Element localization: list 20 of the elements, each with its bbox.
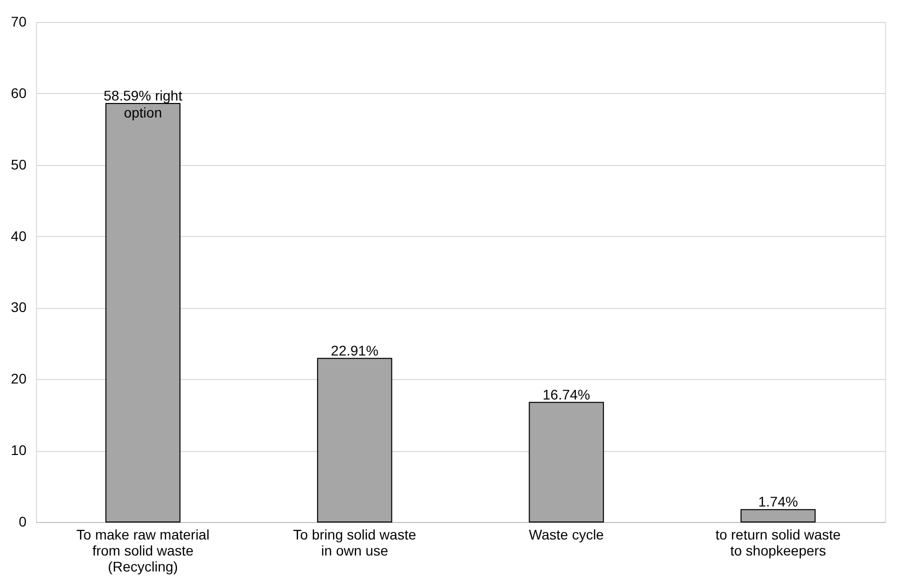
data-label: 16.74%: [542, 386, 590, 402]
y-tick-label: 20: [10, 370, 27, 387]
y-tick-label: 50: [10, 156, 27, 172]
bar: [528, 402, 604, 522]
x-tick-label: to return solid waste to shopkeepers: [715, 526, 841, 558]
x-tick-label: To make raw material from solid waste (Recycling): [76, 526, 210, 574]
bar: [105, 103, 180, 522]
y-tick-label: 10: [10, 442, 27, 458]
x-tick-label: To bring solid waste in own use: [293, 526, 416, 558]
data-label: 22.91%: [330, 342, 378, 358]
y-tick-label: 60: [10, 84, 27, 101]
data-label: 1.74%: [758, 494, 798, 510]
y-tick-label: 70: [10, 14, 27, 30]
data-label: 58.59% right option: [104, 88, 182, 120]
bar: [740, 509, 816, 522]
y-tick-label: 30: [10, 299, 27, 316]
y-tick-label: 40: [10, 228, 27, 244]
bar: [317, 358, 392, 522]
x-tick-label: Waste cycle: [528, 526, 604, 542]
y-tick-label: 0: [18, 514, 27, 530]
